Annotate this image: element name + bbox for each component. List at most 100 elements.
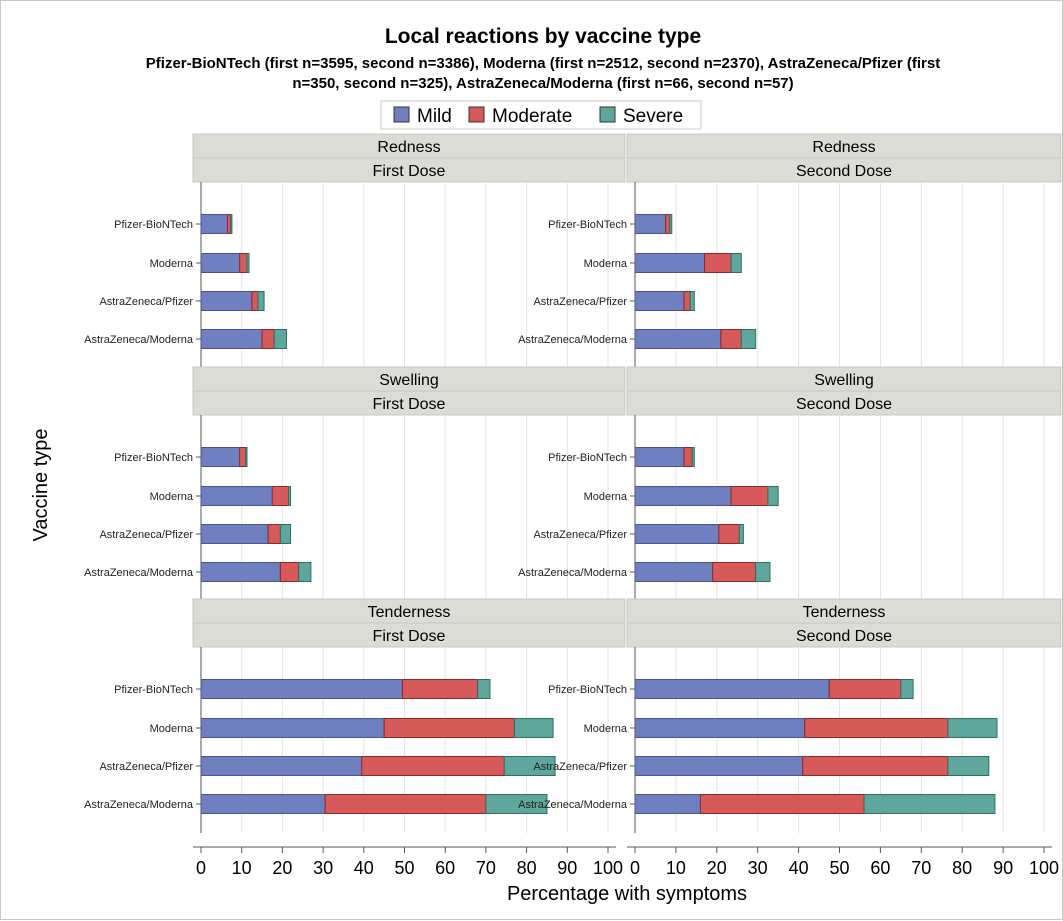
y-tick-label-redness-second-dose-moderna: Moderna <box>584 258 628 270</box>
y-axis-label: Vaccine type <box>30 428 52 541</box>
bar-redness-second-dose-pfizer-biontech-moderate <box>665 214 671 234</box>
bar-redness-second-dose-astrazeneca-pfizer-severe <box>689 291 695 311</box>
y-tick-label-swelling-second-dose-pfizer-biontech: Pfizer-BioNTech <box>548 452 627 464</box>
x-tick-label-second-dose-60: 60 <box>870 858 890 878</box>
panel-header-dose-redness-second-dose <box>626 157 1062 183</box>
x-tick-label-second-dose-90: 90 <box>993 858 1013 878</box>
x-axis-label: Percentage with symptoms <box>507 883 747 905</box>
bar-swelling-first-dose-astrazeneca-pfizer-moderate <box>267 524 281 544</box>
bar-redness-second-dose-astrazeneca-moderna-severe <box>740 329 757 349</box>
legend-label-mild: Mild <box>417 106 452 127</box>
bar-tenderness-first-dose-astrazeneca-moderna-mild <box>200 794 326 814</box>
panel-header-dose-label-swelling-first-dose: First Dose <box>373 396 446 413</box>
bar-tenderness-second-dose-pfizer-biontech-severe <box>900 679 914 699</box>
bar-tenderness-first-dose-astrazeneca-pfizer-severe <box>503 756 556 776</box>
bar-redness-first-dose-astrazeneca-pfizer-moderate <box>251 291 259 311</box>
bar-redness-first-dose-moderna-mild <box>200 253 241 273</box>
y-tick-label-redness-second-dose-pfizer-biontech: Pfizer-BioNTech <box>548 219 627 231</box>
bar-tenderness-second-dose-astrazeneca-pfizer-moderate <box>802 756 949 776</box>
y-tick-label-tenderness-first-dose-pfizer-biontech: Pfizer-BioNTech <box>114 684 193 696</box>
x-tick-label-first-dose-70: 70 <box>476 858 496 878</box>
y-tick-label-swelling-first-dose-pfizer-biontech: Pfizer-BioNTech <box>114 452 193 464</box>
bar-redness-second-dose-astrazeneca-moderna-moderate <box>720 329 742 349</box>
bar-redness-first-dose-astrazeneca-moderna-mild <box>200 329 263 349</box>
bar-tenderness-second-dose-astrazeneca-moderna-moderate <box>699 794 865 814</box>
legend-label-moderate: Moderate <box>492 106 572 127</box>
bar-swelling-second-dose-moderna-severe <box>767 486 779 506</box>
bar-swelling-first-dose-astrazeneca-moderna-moderate <box>279 562 300 582</box>
panel-header-dose-label-redness-second-dose: Second Dose <box>796 163 892 180</box>
chart-title: Local reactions by vaccine type <box>385 25 701 48</box>
bar-swelling-first-dose-moderna-mild <box>200 486 273 506</box>
panel-header-symptom-label-swelling-first-dose: Swelling <box>379 372 439 389</box>
bar-swelling-second-dose-moderna-mild <box>634 486 732 506</box>
x-tick-label-first-dose-50: 50 <box>394 858 414 878</box>
x-tick-label-second-dose-20: 20 <box>707 858 727 878</box>
panel-header-dose-label-swelling-second-dose: Second Dose <box>796 396 892 413</box>
x-tick-label-second-dose-80: 80 <box>952 858 972 878</box>
y-tick-label-swelling-second-dose-astrazeneca-pfizer: AstraZeneca/Pfizer <box>533 529 627 541</box>
bar-redness-second-dose-pfizer-biontech-mild <box>634 214 667 234</box>
legend: Mild Moderate Severe <box>380 100 702 130</box>
panel-header-dose-label-tenderness-second-dose: Second Dose <box>796 628 892 645</box>
bar-tenderness-first-dose-moderna-mild <box>200 718 385 738</box>
x-tick-label-second-dose-40: 40 <box>789 858 809 878</box>
bar-swelling-second-dose-astrazeneca-moderna-mild <box>634 562 714 582</box>
x-tick-label-second-dose-0: 0 <box>630 858 640 878</box>
panel-header-dose-swelling-second-dose <box>626 390 1062 416</box>
bar-swelling-second-dose-pfizer-biontech-moderate <box>683 447 693 467</box>
x-tick-label-second-dose-10: 10 <box>666 858 686 878</box>
y-tick-label-swelling-second-dose-astrazeneca-moderna: AstraZeneca/Moderna <box>518 567 628 579</box>
bar-redness-second-dose-astrazeneca-moderna-mild <box>634 329 722 349</box>
bar-redness-second-dose-moderna-mild <box>634 253 706 273</box>
y-tick-label-tenderness-second-dose-moderna: Moderna <box>584 723 628 735</box>
panel-header-symptom-label-swelling-second-dose: Swelling <box>814 372 874 389</box>
y-tick-label-redness-first-dose-pfizer-biontech: Pfizer-BioNTech <box>114 219 193 231</box>
y-tick-label-redness-first-dose-astrazeneca-moderna: AstraZeneca/Moderna <box>84 334 194 346</box>
bar-tenderness-second-dose-astrazeneca-pfizer-mild <box>634 756 804 776</box>
x-tick-label-first-dose-20: 20 <box>272 858 292 878</box>
bar-swelling-second-dose-astrazeneca-pfizer-mild <box>634 524 720 544</box>
legend-swatch-moderate <box>468 106 485 123</box>
bar-tenderness-first-dose-astrazeneca-pfizer-moderate <box>361 756 505 776</box>
panel-header-dose-tenderness-first-dose <box>192 622 626 648</box>
bar-tenderness-second-dose-astrazeneca-pfizer-severe <box>947 756 990 776</box>
bar-tenderness-first-dose-pfizer-biontech-moderate <box>401 679 479 699</box>
bar-redness-first-dose-astrazeneca-moderna-moderate <box>261 329 275 349</box>
y-tick-label-tenderness-second-dose-astrazeneca-pfizer: AstraZeneca/Pfizer <box>533 761 627 773</box>
bar-tenderness-first-dose-pfizer-biontech-severe <box>477 679 491 699</box>
panel-header-dose-label-redness-first-dose: First Dose <box>373 163 446 180</box>
bar-swelling-second-dose-pfizer-biontech-mild <box>634 447 685 467</box>
panel-header-symptom-label-redness-second-dose: Redness <box>812 139 875 156</box>
bar-redness-first-dose-astrazeneca-moderna-severe <box>273 329 287 349</box>
bar-redness-first-dose-astrazeneca-pfizer-mild <box>200 291 253 311</box>
bar-swelling-first-dose-moderna-moderate <box>271 486 290 506</box>
bar-swelling-first-dose-pfizer-biontech-moderate <box>239 447 247 467</box>
x-tick-label-first-dose-40: 40 <box>354 858 374 878</box>
panel-header-dose-label-tenderness-first-dose: First Dose <box>373 628 446 645</box>
bar-tenderness-first-dose-astrazeneca-moderna-severe <box>485 794 548 814</box>
bar-tenderness-second-dose-pfizer-biontech-mild <box>634 679 830 699</box>
bar-tenderness-second-dose-moderna-mild <box>634 718 806 738</box>
bar-redness-second-dose-astrazeneca-pfizer-mild <box>634 291 685 311</box>
bar-redness-first-dose-pfizer-biontech-severe <box>230 214 233 234</box>
bar-redness-first-dose-moderna-severe <box>246 253 250 273</box>
panels-group: Redness First Dose Pfizer-BioNTech Moderna A… <box>84 133 1062 878</box>
bar-tenderness-second-dose-astrazeneca-moderna-mild <box>634 794 701 814</box>
y-tick-label-swelling-second-dose-moderna: Moderna <box>584 491 628 503</box>
bar-swelling-second-dose-astrazeneca-moderna-moderate <box>712 562 757 582</box>
y-tick-label-tenderness-first-dose-astrazeneca-pfizer: AstraZeneca/Pfizer <box>99 761 193 773</box>
bar-tenderness-second-dose-moderna-moderate <box>804 718 949 738</box>
y-tick-label-redness-first-dose-moderna: Moderna <box>150 258 194 270</box>
x-tick-label-first-dose-10: 10 <box>232 858 252 878</box>
bar-redness-first-dose-pfizer-biontech-mild <box>200 214 228 234</box>
y-tick-label-tenderness-second-dose-astrazeneca-moderna: AstraZeneca/Moderna <box>518 799 628 811</box>
y-tick-label-redness-second-dose-astrazeneca-moderna: AstraZeneca/Moderna <box>518 334 628 346</box>
bar-swelling-second-dose-astrazeneca-moderna-severe <box>755 562 771 582</box>
y-tick-label-swelling-first-dose-astrazeneca-pfizer: AstraZeneca/Pfizer <box>99 529 193 541</box>
bar-redness-first-dose-moderna-moderate <box>239 253 248 273</box>
y-tick-label-redness-first-dose-astrazeneca-pfizer: AstraZeneca/Pfizer <box>99 296 193 308</box>
bar-swelling-first-dose-pfizer-biontech-severe <box>245 447 248 467</box>
bar-tenderness-second-dose-astrazeneca-moderna-severe <box>863 794 996 814</box>
